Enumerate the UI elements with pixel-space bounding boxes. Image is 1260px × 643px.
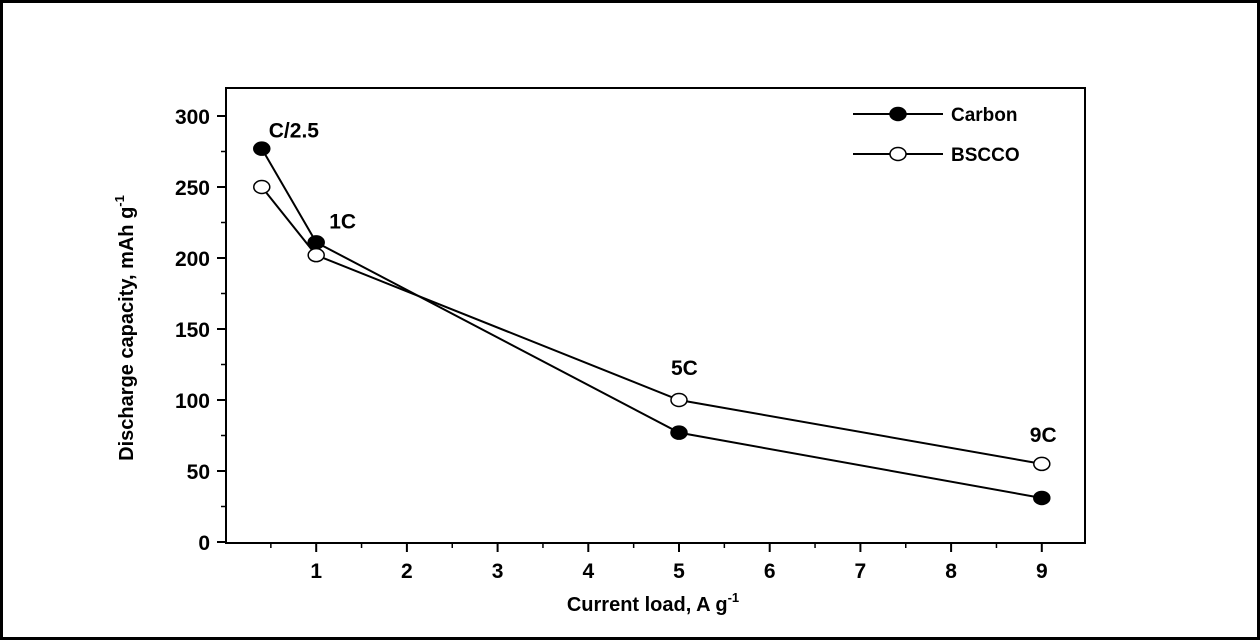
data-point-bscco	[253, 179, 271, 195]
x-tick-label: 5	[673, 560, 685, 583]
y-tick-label: 250	[175, 177, 210, 200]
data-point-carbon	[253, 141, 271, 156]
legend-label: Carbon	[951, 105, 1018, 126]
legend-marker	[889, 106, 907, 122]
legend-item-bscco: BSCCO	[853, 145, 1020, 166]
data-point-bscco	[307, 247, 325, 263]
y-axis-title-superscript: -1	[112, 195, 127, 207]
data-point-carbon	[670, 425, 688, 440]
data-point-carbon	[1033, 490, 1051, 506]
legend-item-carbon: Carbon	[853, 105, 1018, 126]
x-tick-label: 3	[492, 560, 504, 583]
y-tick-label: 200	[175, 248, 210, 271]
plot-area-border	[225, 87, 1086, 544]
series-bscco	[253, 179, 1051, 472]
legend-label: BSCCO	[951, 145, 1020, 166]
x-tick-label: 2	[401, 560, 413, 583]
data-point-bscco	[670, 392, 688, 408]
x-tick-label: 4	[582, 560, 594, 583]
annotations: C/2.5 1C 5C 9C	[269, 120, 1057, 447]
x-axis-title: Current load, A g-1	[567, 590, 739, 616]
legend: Carbon BSCCO	[853, 105, 1020, 166]
x-axis-title-superscript: -1	[728, 590, 740, 605]
series-carbon	[253, 141, 1051, 506]
point-annotation: 1C	[329, 210, 356, 233]
series-layer	[253, 141, 1051, 506]
x-tick-label: 7	[855, 560, 867, 583]
y-axis-title: Discharge capacity, mAh g-1	[112, 195, 138, 461]
x-tick-label: 6	[764, 560, 776, 583]
y-tick-label: 300	[175, 106, 210, 129]
data-point-bscco	[1033, 456, 1051, 472]
legend-marker	[889, 146, 907, 162]
point-annotation: 5C	[671, 357, 698, 380]
y-tick-label: 100	[175, 390, 210, 413]
x-tick-label: 9	[1036, 560, 1048, 583]
y-tick-label: 0	[198, 532, 210, 555]
x-tick-label: 1	[310, 560, 322, 583]
y-tick-label: 50	[187, 461, 210, 484]
point-annotation: 9C	[1030, 424, 1057, 447]
x-tick-label: 8	[945, 560, 957, 583]
series-line-bscco	[260, 186, 1042, 465]
y-tick-label: 150	[175, 319, 210, 342]
axes: 1 2 3 4 5 6 7 8 9 0 50 100 150 200 250 300	[175, 87, 1086, 583]
series-line-carbon	[260, 148, 1042, 499]
point-annotation: C/2.5	[269, 120, 320, 143]
